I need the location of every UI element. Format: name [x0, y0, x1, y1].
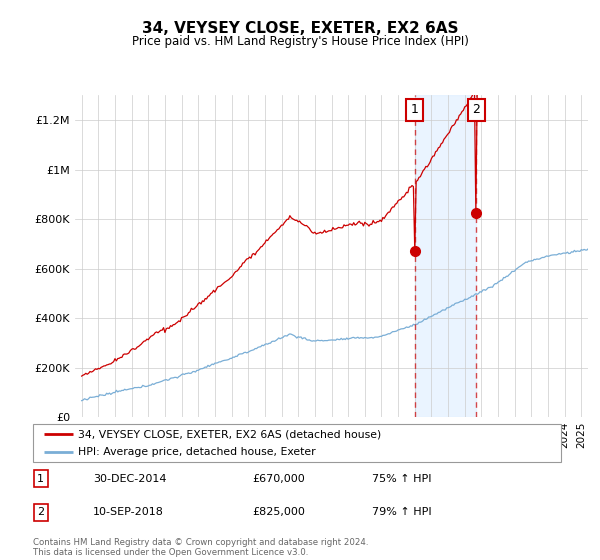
FancyBboxPatch shape	[33, 424, 561, 462]
Text: £825,000: £825,000	[252, 507, 305, 517]
Bar	[415, 95, 476, 417]
Text: Price paid vs. HM Land Registry's House Price Index (HPI): Price paid vs. HM Land Registry's House …	[131, 35, 469, 48]
Text: 30-DEC-2014: 30-DEC-2014	[93, 474, 167, 484]
Text: HPI: Average price, detached house, Exeter: HPI: Average price, detached house, Exet…	[78, 447, 316, 458]
Text: 2: 2	[37, 507, 44, 517]
Text: 1: 1	[410, 103, 419, 116]
Text: 75% ↑ HPI: 75% ↑ HPI	[372, 474, 431, 484]
Text: £670,000: £670,000	[252, 474, 305, 484]
Text: Contains HM Land Registry data © Crown copyright and database right 2024.
This d: Contains HM Land Registry data © Crown c…	[33, 538, 368, 557]
Text: 1: 1	[37, 474, 44, 484]
Text: 79% ↑ HPI: 79% ↑ HPI	[372, 507, 431, 517]
Text: 34, VEYSEY CLOSE, EXETER, EX2 6AS: 34, VEYSEY CLOSE, EXETER, EX2 6AS	[142, 21, 458, 36]
Text: 34, VEYSEY CLOSE, EXETER, EX2 6AS (detached house): 34, VEYSEY CLOSE, EXETER, EX2 6AS (detac…	[78, 429, 381, 439]
Text: 10-SEP-2018: 10-SEP-2018	[93, 507, 164, 517]
Text: 2: 2	[472, 103, 480, 116]
